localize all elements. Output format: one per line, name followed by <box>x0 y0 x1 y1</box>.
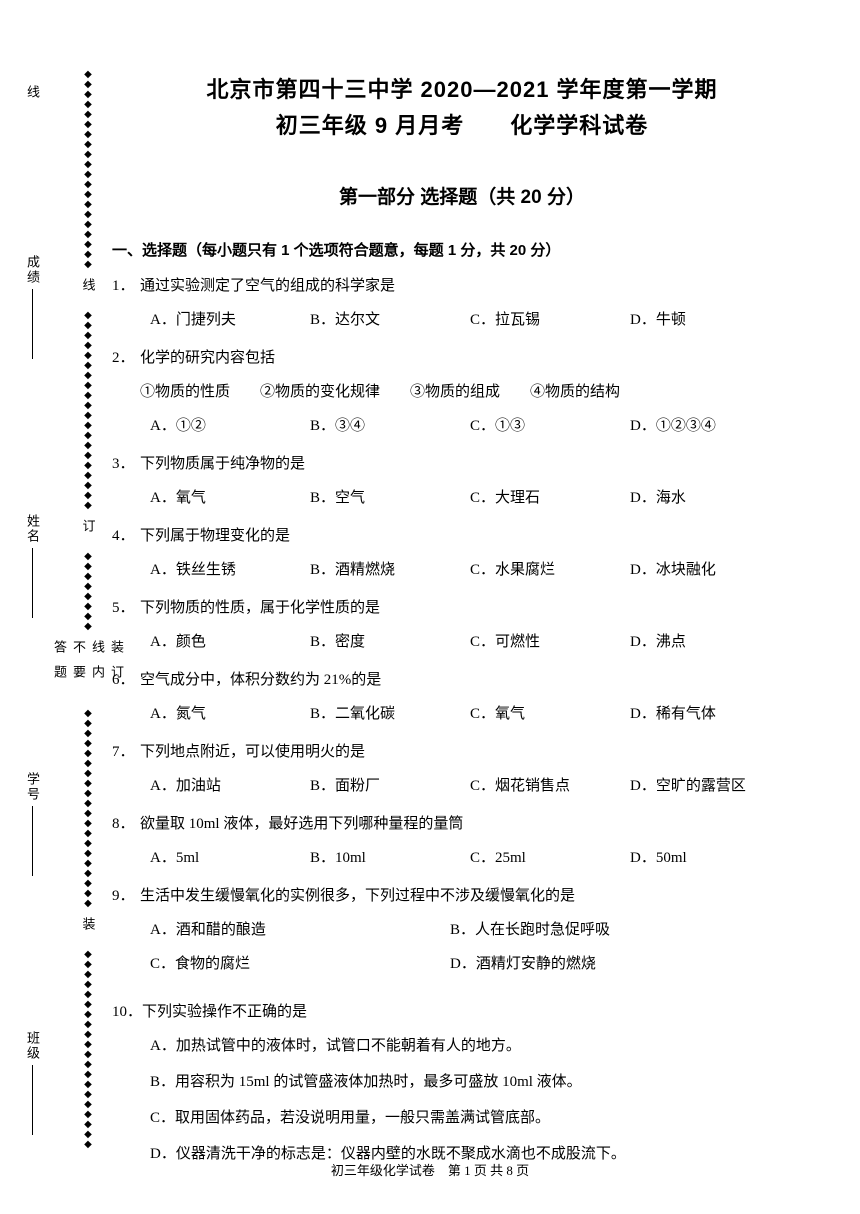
option: B．空气 <box>310 486 470 510</box>
side-label-grade: 成绩 <box>23 255 42 359</box>
question: 4．下列属于物理变化的是 A．铁丝生锈B．酒精燃烧C．水果腐烂D．冰块融化 <box>112 524 812 582</box>
side-label-line: 线 <box>23 85 42 100</box>
question: 6．空气成分中，体积分数约为 21%的是 A．氮气B．二氧化碳C．氧气D．稀有气体 <box>112 668 812 726</box>
options-row: A．门捷列夫B．达尔文C．拉瓦锡D．牛顿 <box>112 308 812 332</box>
question-stem-text: 下列属于物理变化的是 <box>140 524 290 548</box>
option: D．冰块融化 <box>630 558 790 582</box>
question-number: 9． <box>112 884 140 908</box>
question-sub-line: ①物质的性质 ②物质的变化规律 ③物质的组成 ④物质的结构 <box>112 380 812 404</box>
options-row: A．①②B．③④C．①③D．①②③④ <box>112 414 812 438</box>
option: D．空旷的露营区 <box>630 774 790 798</box>
question-stem-text: 空气成分中，体积分数约为 21%的是 <box>140 668 381 692</box>
option: C．烟花销售点 <box>470 774 630 798</box>
question-number: 8． <box>112 812 140 836</box>
question-stem-text: 生活中发生缓慢氧化的实例很多，下列过程中不涉及缓慢氧化的是 <box>140 884 575 908</box>
options-row: A．加热试管中的液体时，试管口不能朝着有人的地方。 B．用容积为 15ml 的试管… <box>112 1034 812 1178</box>
question: 3．下列物质属于纯净物的是 A．氧气B．空气C．大理石D．海水 <box>112 452 812 510</box>
option: A．门捷列夫 <box>150 308 310 332</box>
option: B．二氧化碳 <box>310 702 470 726</box>
option: C．25ml <box>470 846 630 870</box>
binding-char-1: 装 <box>79 917 98 942</box>
question-stem-text: 下列地点附近，可以使用明火的是 <box>140 740 365 764</box>
section-title: 第一部分 选择题（共 20 分） <box>112 182 812 209</box>
option: C．氧气 <box>470 702 630 726</box>
title-line-2: 初三年级 9 月月考 化学学科试卷 <box>112 108 812 140</box>
options-row: A．酒和醋的酿造B．人在长跑时急促呼吸C．食物的腐烂D．酒精灯安静的燃烧 <box>112 918 812 986</box>
page-footer: 初三年级化学试卷 第 1 页 共 8 页 <box>0 1160 860 1179</box>
binding-char-2: 订 <box>79 519 98 544</box>
side-label-class: 班级 <box>23 1031 42 1135</box>
option: D．沸点 <box>630 630 790 654</box>
question: 5．下列物质的性质，属于化学性质的是 A．颜色B．密度C．可燃性D．沸点 <box>112 596 812 654</box>
option: B．③④ <box>310 414 470 438</box>
question-stem-text: 下列实验操作不正确的是 <box>142 1000 307 1024</box>
section-heading: 一、选择题（每小题只有 1 个选项符合题意，每题 1 分，共 20 分） <box>112 239 812 260</box>
question-number: 1． <box>112 274 140 298</box>
option: A．氧气 <box>150 486 310 510</box>
options-row: A．加油站B．面粉厂C．烟花销售点D．空旷的露营区 <box>112 774 812 798</box>
option: D．50ml <box>630 846 790 870</box>
question-stem-text: 化学的研究内容包括 <box>140 346 275 370</box>
option: C．取用固体药品，若没说明用量，一般只需盖满试管底部。 <box>150 1106 812 1130</box>
option: A．①② <box>150 414 310 438</box>
option: B．达尔文 <box>310 308 470 332</box>
question-number: 5． <box>112 596 140 620</box>
question: 9．生活中发生缓慢氧化的实例很多，下列过程中不涉及缓慢氧化的是 A．酒和醋的酿造B… <box>112 884 812 986</box>
content-area: 北京市第四十三中学 2020—2021 学年度第一学期 初三年级 9 月月考 化… <box>112 72 812 1178</box>
option: C．水果腐烂 <box>470 558 630 582</box>
option: B．面粉厂 <box>310 774 470 798</box>
binding-char-3: 线 <box>79 278 98 303</box>
side-label-number: 学号 <box>23 772 42 876</box>
options-row: A．5mlB．10mlC．25mlD．50ml <box>112 846 812 870</box>
side-label-name: 姓名 <box>23 514 42 618</box>
questions-container: 1．通过实验测定了空气的组成的科学家是 A．门捷列夫B．达尔文C．拉瓦锡D．牛顿 2… <box>112 274 812 1178</box>
question: 8．欲量取 10ml 液体，最好选用下列哪种量程的量筒 A．5mlB．10mlC．… <box>112 812 812 870</box>
option: D．海水 <box>630 486 790 510</box>
question-number: 7． <box>112 740 140 764</box>
question-number: 3． <box>112 452 140 476</box>
question-stem-text: 通过实验测定了空气的组成的科学家是 <box>140 274 395 298</box>
binding-edge: ◆◆◆◆◆◆◆◆◆◆◆◆◆◆◆◆◆◆◆◆ 线 ◆◆◆◆◆◆◆◆◆◆◆◆◆◆◆◆◆… <box>68 70 108 1150</box>
option: B．10ml <box>310 846 470 870</box>
question-stem-text: 下列物质属于纯净物的是 <box>140 452 305 476</box>
option: A．氮气 <box>150 702 310 726</box>
option: A．铁丝生锈 <box>150 558 310 582</box>
question-stem-text: 欲量取 10ml 液体，最好选用下列哪种量程的量筒 <box>140 812 463 836</box>
question-number: 4． <box>112 524 140 548</box>
option: C．①③ <box>470 414 630 438</box>
option: A．酒和醋的酿造 <box>150 918 450 942</box>
question-number: 10． <box>112 1000 142 1024</box>
option: B．密度 <box>310 630 470 654</box>
option: A．加油站 <box>150 774 310 798</box>
option: D．①②③④ <box>630 414 790 438</box>
options-row: A．氮气B．二氧化碳C．氧气D．稀有气体 <box>112 702 812 726</box>
option: C．可燃性 <box>470 630 630 654</box>
option: B．酒精燃烧 <box>310 558 470 582</box>
question: 7．下列地点附近，可以使用明火的是 A．加油站B．面粉厂C．烟花销售点D．空旷的露… <box>112 740 812 798</box>
side-labels-column: 线 成绩 姓名 学号 班级 <box>15 85 50 1135</box>
option: A．5ml <box>150 846 310 870</box>
question: 10．下列实验操作不正确的是 A．加热试管中的液体时，试管口不能朝着有人的地方。 B… <box>112 1000 812 1178</box>
option: D．牛顿 <box>630 308 790 332</box>
question-number: 2． <box>112 346 140 370</box>
title-line-1: 北京市第四十三中学 2020—2021 学年度第一学期 <box>112 72 812 104</box>
option: C．大理石 <box>470 486 630 510</box>
option: B．用容积为 15ml 的试管盛液体加热时，最多可盛放 10ml 液体。 <box>150 1070 812 1094</box>
option: D．稀有气体 <box>630 702 790 726</box>
option: A．加热试管中的液体时，试管口不能朝着有人的地方。 <box>150 1034 812 1058</box>
question: 2．化学的研究内容包括 ①物质的性质 ②物质的变化规律 ③物质的组成 ④物质的结构… <box>112 346 812 438</box>
question-number: 6． <box>112 668 140 692</box>
option: C．拉瓦锡 <box>470 308 630 332</box>
option: C．食物的腐烂 <box>150 952 450 976</box>
option: A．颜色 <box>150 630 310 654</box>
question: 1．通过实验测定了空气的组成的科学家是 A．门捷列夫B．达尔文C．拉瓦锡D．牛顿 <box>112 274 812 332</box>
options-row: A．铁丝生锈B．酒精燃烧C．水果腐烂D．冰块融化 <box>112 558 812 582</box>
question-stem-text: 下列物质的性质，属于化学性质的是 <box>140 596 380 620</box>
options-row: A．氧气B．空气C．大理石D．海水 <box>112 486 812 510</box>
option: B．人在长跑时急促呼吸 <box>450 918 750 942</box>
options-row: A．颜色B．密度C．可燃性D．沸点 <box>112 630 812 654</box>
option: D．酒精灯安静的燃烧 <box>450 952 750 976</box>
